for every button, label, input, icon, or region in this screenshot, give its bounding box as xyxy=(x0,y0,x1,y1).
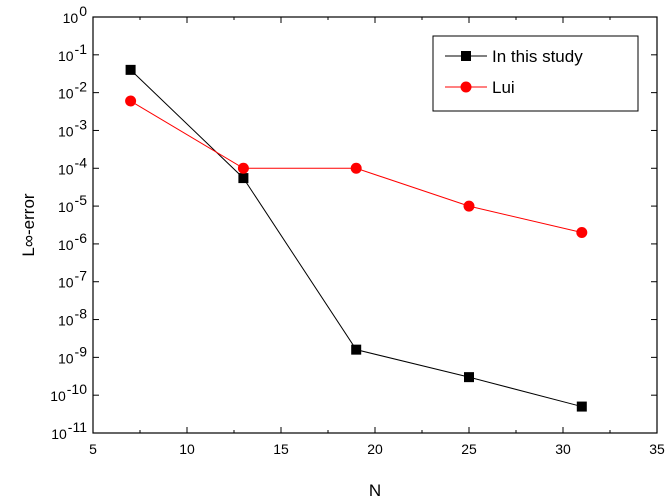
y-tick-exponent: -4 xyxy=(75,154,88,170)
legend-marker xyxy=(461,51,471,61)
y-tick-exponent: 0 xyxy=(79,3,87,19)
y-axis-ticks: 010-110-210-310-410-510-610-710-810-910-… xyxy=(50,3,657,442)
data-point xyxy=(125,95,137,107)
y-tick-base: 10 xyxy=(58,161,74,177)
y-tick-exponent: -11 xyxy=(68,419,87,435)
y-tick-exponent: -8 xyxy=(75,306,88,322)
y-tick-exponent: -3 xyxy=(75,116,88,132)
y-tick-base: 10 xyxy=(58,199,74,215)
y-tick-exponent: -5 xyxy=(75,192,88,208)
data-point xyxy=(238,173,249,184)
x-tick-label: 35 xyxy=(649,441,665,457)
y-tick-base: 10 xyxy=(63,10,79,26)
y-tick-base: 10 xyxy=(58,86,74,102)
data-point xyxy=(125,64,136,75)
y-tick-exponent: -2 xyxy=(75,79,88,95)
y-tick-exponent: -10 xyxy=(67,381,87,397)
legend: In this study Lui xyxy=(432,35,639,112)
x-tick-label: 20 xyxy=(367,441,383,457)
y-tick-exponent: -6 xyxy=(75,230,88,246)
x-axis-ticks: 5 10 15 20 25 30 35 xyxy=(89,17,665,457)
y-tick-base: 10 xyxy=(58,48,74,64)
y-tick-base: 10 xyxy=(58,123,74,139)
legend-label: In this study xyxy=(492,47,583,66)
legend-label: Lui xyxy=(492,78,515,97)
y-tick-base: 10 xyxy=(58,275,74,291)
y-tick-base: 10 xyxy=(58,237,74,253)
x-tick-label: 15 xyxy=(273,441,289,457)
x-tick-label: 30 xyxy=(555,441,571,457)
x-tick-label: 10 xyxy=(179,441,195,457)
y-tick-base: 10 xyxy=(50,388,66,404)
data-point xyxy=(576,401,587,412)
y-axis-title: L∞-error xyxy=(19,193,38,256)
data-point xyxy=(464,372,474,383)
legend-marker xyxy=(460,81,472,93)
data-point xyxy=(350,162,362,174)
y-tick-exponent: -1 xyxy=(75,41,88,57)
y-tick-base: 10 xyxy=(58,313,74,329)
y-tick-exponent: -9 xyxy=(75,343,88,359)
x-tick-label: 5 xyxy=(89,441,97,457)
data-point xyxy=(237,162,249,174)
y-tick-exponent: -7 xyxy=(75,268,88,284)
y-tick-base: 10 xyxy=(51,426,67,442)
data-point xyxy=(463,200,475,212)
x-axis-title: N xyxy=(369,481,381,500)
x-tick-label: 25 xyxy=(461,441,477,457)
series-layer xyxy=(125,64,588,412)
data-point xyxy=(351,344,362,355)
y-tick-base: 10 xyxy=(58,350,74,366)
data-point xyxy=(576,227,588,239)
legend-box xyxy=(432,35,639,112)
